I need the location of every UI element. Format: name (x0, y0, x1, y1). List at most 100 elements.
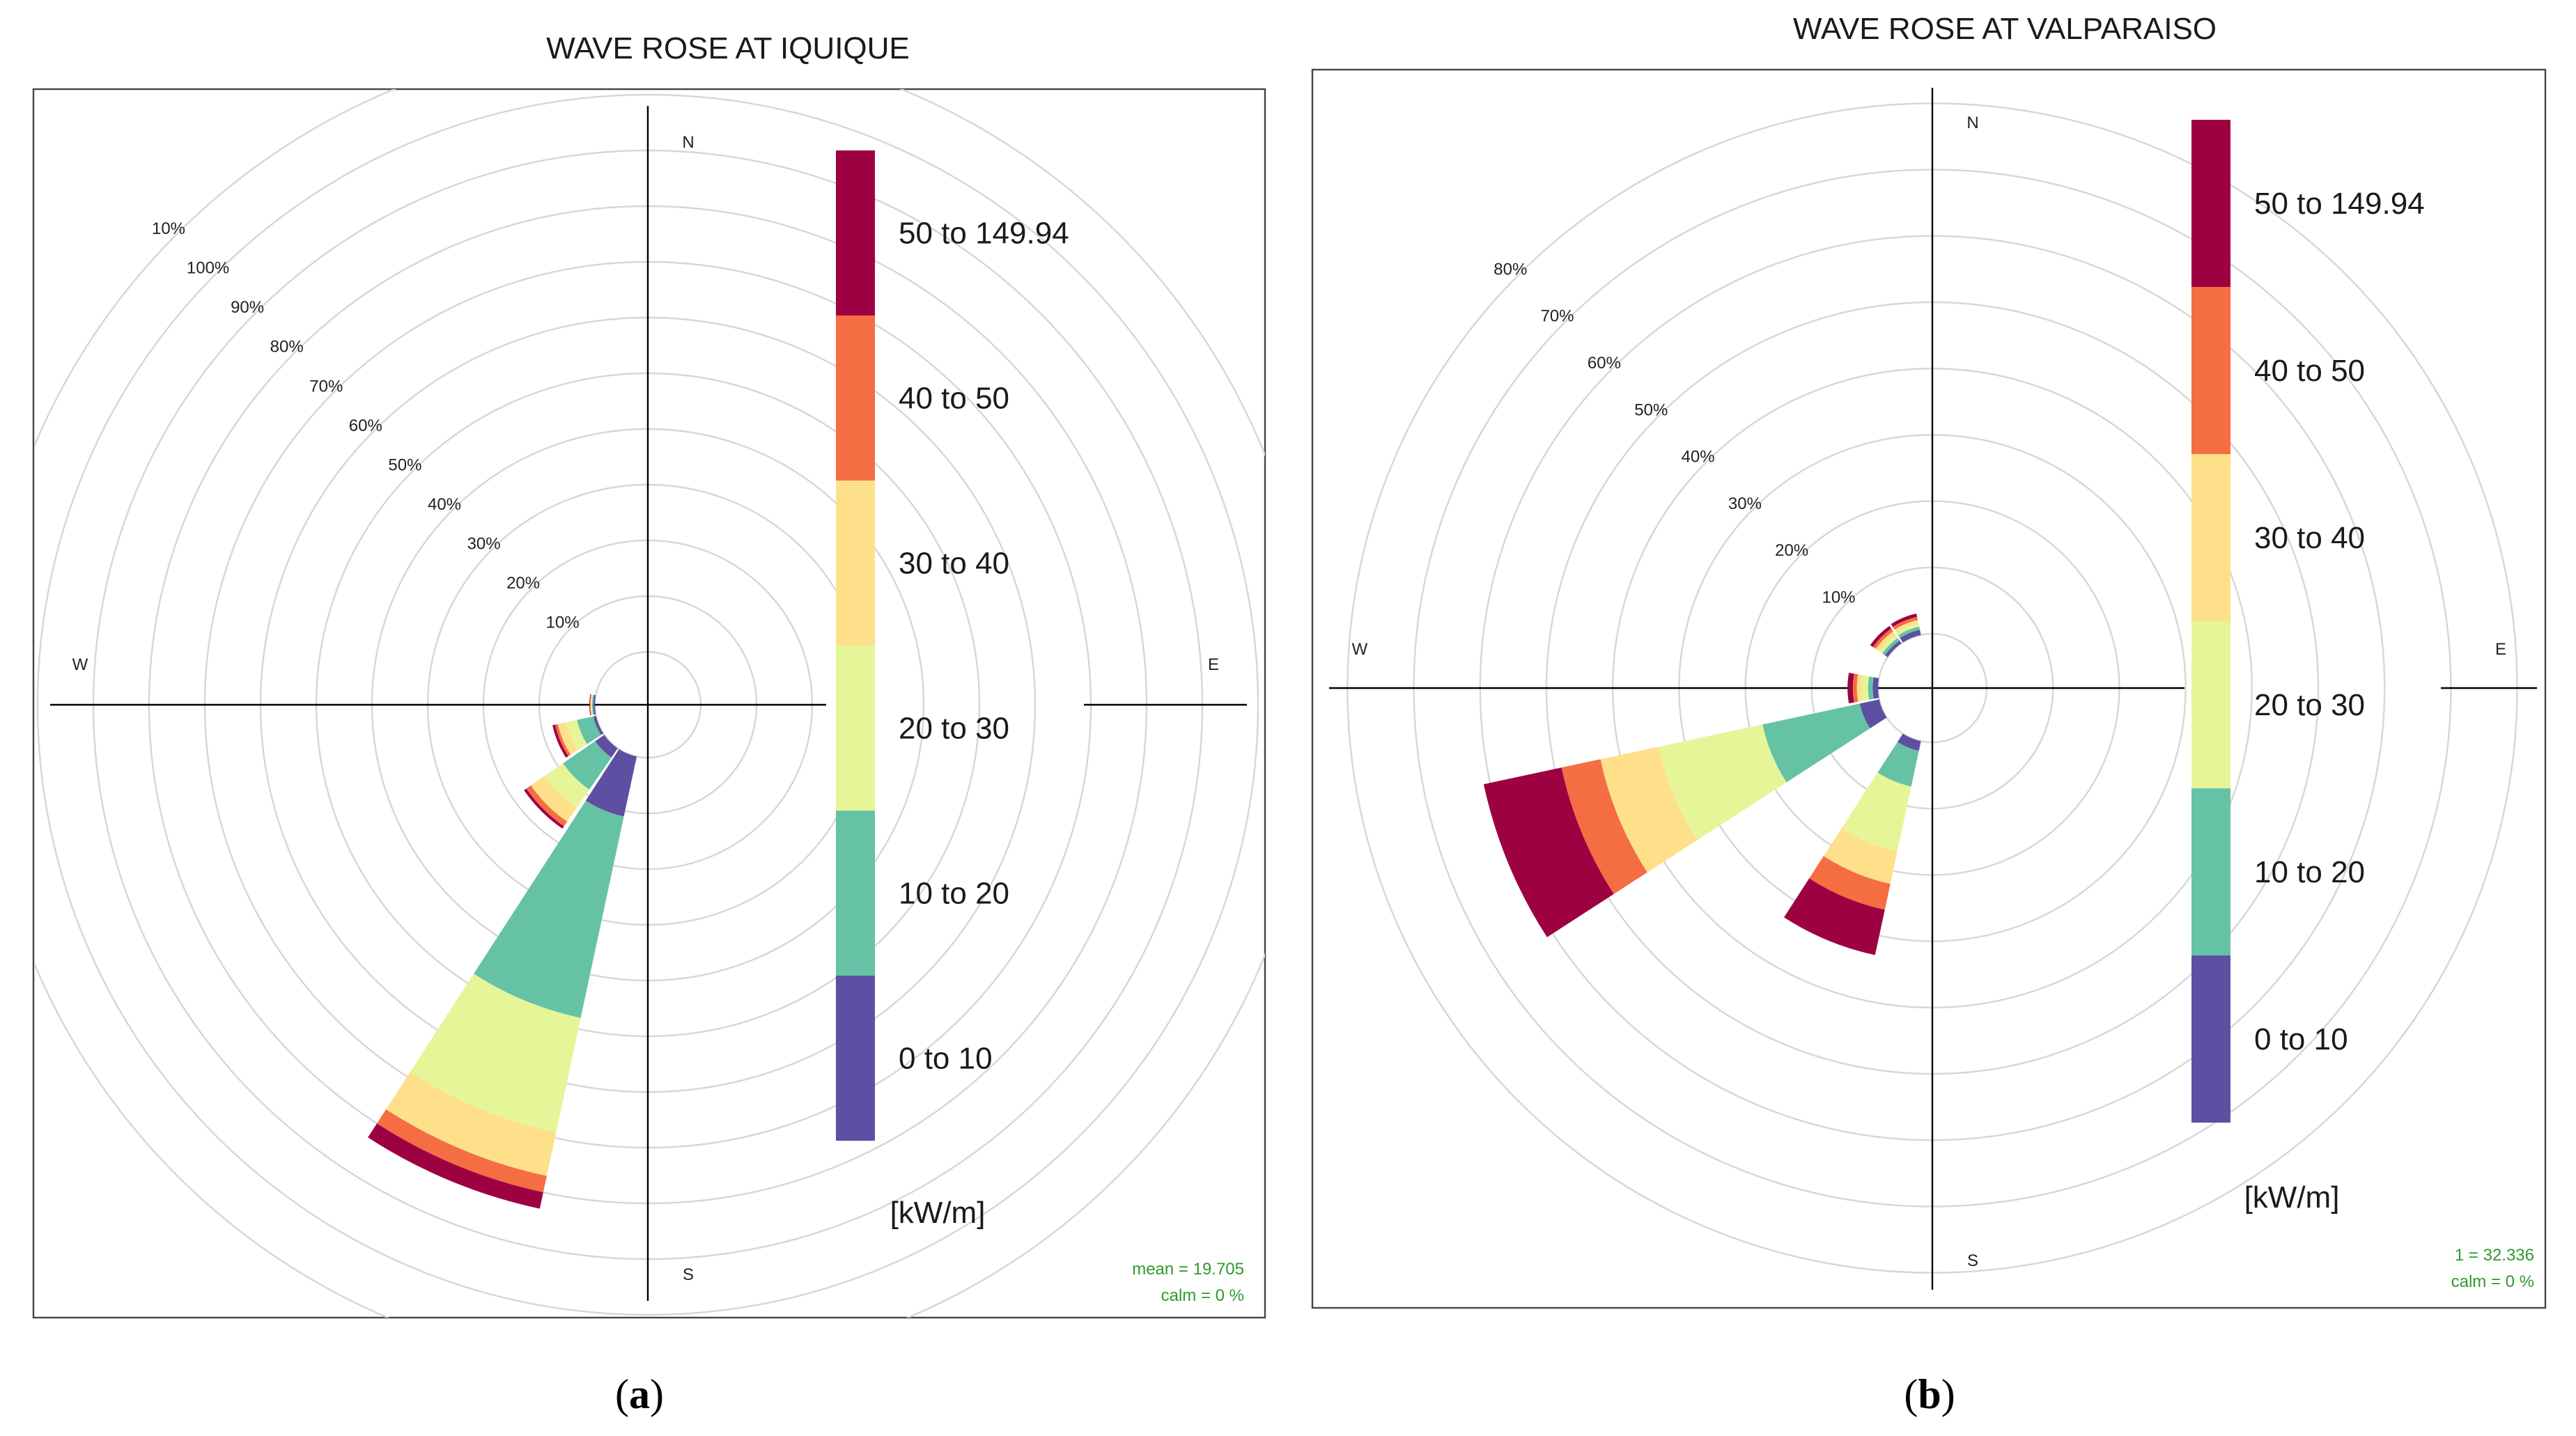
petal-segment (531, 776, 577, 822)
petal-segment (377, 1109, 547, 1193)
legend-label: 10 to 20 (899, 877, 1009, 911)
legend-swatch (2191, 621, 2230, 788)
legend-swatch (2191, 287, 2230, 454)
petal-segment (589, 694, 591, 716)
petal-segment (1894, 620, 1919, 633)
petal-segment (590, 694, 592, 715)
petal-segment (585, 749, 637, 817)
direction-e: E (2495, 640, 2506, 659)
petal-segment (1898, 626, 1921, 639)
petal (1870, 625, 1902, 657)
legend-swatch (836, 811, 875, 976)
petal-segment (1868, 676, 1874, 700)
petal-segment (593, 694, 596, 715)
ring-label: 70% (1541, 307, 1574, 326)
petal-segment (555, 724, 571, 756)
petal-segment (591, 694, 593, 715)
petal-segment (1882, 638, 1900, 655)
petal-segment (1884, 640, 1902, 657)
ring-label: 10% (546, 614, 580, 632)
petal-segment (1859, 699, 1887, 728)
ring-label: 10% (1822, 588, 1855, 607)
mean-stat: mean = 19.705 (1132, 1260, 1244, 1279)
legend-label: 0 to 10 (899, 1042, 993, 1076)
direction-w: W (1352, 640, 1368, 659)
ring-label: 40% (1682, 448, 1715, 467)
legend-title: [kW/m] (890, 1196, 986, 1230)
legend-label: 50 to 149.94 (2254, 187, 2425, 221)
direction-n: N (682, 133, 694, 152)
calm-stat: calm = 0 % (1161, 1286, 1244, 1305)
petal-segment (1784, 878, 1885, 955)
ring-labels: 10% 20% 30% 40% 50% 60% 70% 80% (1493, 260, 1855, 607)
legend-swatch (836, 646, 875, 811)
legend-swatch (836, 150, 875, 315)
legend-swatch (2191, 788, 2230, 955)
legend-title: [kW/m] (2244, 1180, 2340, 1215)
legend-label: 50 to 149.94 (899, 217, 1069, 251)
ring-label: 50% (1634, 400, 1668, 419)
petals (1483, 614, 1921, 955)
petal-segment (1877, 742, 1919, 787)
petal (589, 694, 596, 716)
legend-label: 30 to 40 (2254, 521, 2365, 555)
petal-segment (386, 1072, 557, 1176)
petal (1891, 614, 1921, 643)
legend-label: 20 to 30 (2254, 688, 2365, 722)
ring-label: 30% (1728, 494, 1762, 513)
petal-segment (566, 719, 587, 751)
petal-segment (544, 763, 589, 809)
ring-label: 20% (506, 574, 540, 593)
chart-title: WAVE ROSE AT IQUIQUE (546, 31, 910, 65)
petal-segment (593, 715, 604, 735)
direction-n: N (1966, 114, 1978, 132)
petal-segment (1897, 733, 1921, 751)
petal-segment (410, 974, 581, 1132)
petal-segment (1900, 630, 1921, 643)
ring-label: 20% (1775, 541, 1808, 560)
petal-segment (1852, 673, 1859, 703)
petal (1847, 673, 1879, 703)
legend: 50 to 149.94 40 to 50 30 to 40 20 to 30 10 t… (836, 150, 1069, 1141)
legend-swatch (2191, 120, 2230, 287)
petal-segment (589, 694, 591, 715)
petal-segment (1872, 628, 1893, 649)
ring-label: 90% (231, 298, 264, 317)
direction-s: S (683, 1265, 694, 1284)
ring-label: 80% (270, 338, 304, 357)
caption-a: (a) (615, 1371, 664, 1417)
petal-segment (1841, 772, 1911, 852)
petal-segment (552, 724, 568, 758)
petal (1483, 699, 1887, 937)
ring-labels: 10% 20% 30% 40% 50% 60% 70% 80% 90% 100% 10% (152, 219, 580, 632)
petal-segment (1600, 747, 1698, 873)
petal-segment (368, 1123, 543, 1209)
petal-segment (1861, 675, 1870, 701)
petal-segment (1870, 625, 1892, 648)
ring-label: 70% (309, 377, 343, 396)
direction-w: W (72, 655, 88, 674)
petal-segment (474, 800, 624, 1018)
petal (524, 735, 618, 829)
legend-swatch (836, 315, 875, 481)
legend-label: 30 to 40 (899, 547, 1009, 581)
direction-e: E (1208, 655, 1219, 674)
legend-label: 40 to 50 (2254, 354, 2365, 388)
petal-segment (1896, 623, 1920, 636)
petal (368, 749, 637, 1209)
mean-stat: 1 = 32.336 (2455, 1246, 2534, 1265)
petal-segment (1762, 703, 1870, 783)
legend-label: 10 to 20 (2254, 855, 2365, 889)
legend-label: 40 to 50 (899, 382, 1009, 416)
petal (1784, 733, 1921, 955)
caption-b: (b) (1904, 1371, 1955, 1417)
legend-label: 20 to 30 (899, 712, 1009, 746)
legend-label: 0 to 10 (2254, 1022, 2348, 1056)
legend-swatch (836, 481, 875, 646)
petal-segment (1879, 635, 1898, 654)
calm-stat: calm = 0 % (2451, 1272, 2534, 1291)
direction-s: S (1967, 1251, 1978, 1270)
petal-segment (577, 716, 601, 744)
petal-segment (1875, 631, 1896, 652)
